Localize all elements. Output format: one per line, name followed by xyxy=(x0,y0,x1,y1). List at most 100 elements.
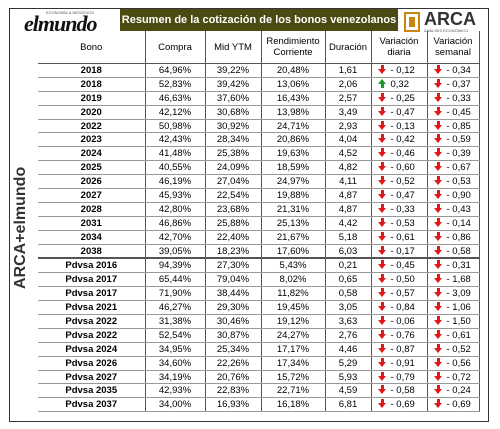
rendimiento-cell: 20,86% xyxy=(261,132,326,148)
arrow-down-icon xyxy=(433,176,443,186)
var-diaria-cell: - 0,91 xyxy=(371,356,428,371)
compra-cell: 31,38% xyxy=(145,314,206,329)
var-diaria-cell: - 0,50 xyxy=(371,272,428,288)
var-semanal-value: - 0,24 xyxy=(446,385,471,397)
column-header-rendimiento: Rendimiento Corriente xyxy=(261,31,326,64)
table-row: 2020 42,12% 30,68% 13,98% 3,49 - 0,47 - 0,45 xyxy=(38,105,480,120)
duracion-cell: 0,65 xyxy=(325,272,372,288)
rendimiento-cell: 16,43% xyxy=(261,91,326,106)
var-semanal-cell: - 3,09 xyxy=(427,286,480,302)
var-semanal-cell: - 0,33 xyxy=(427,91,480,106)
rendimiento-cell: 22,71% xyxy=(261,383,326,399)
mid-ytm-cell: 37,60% xyxy=(205,91,262,106)
var-diaria-cell: - 0,42 xyxy=(371,132,428,148)
bono-cell: Pdvsa 2021 xyxy=(38,300,146,316)
arrow-down-icon xyxy=(433,357,443,367)
rendimiento-cell: 18,59% xyxy=(261,160,326,176)
var-diaria-value: - 0,84 xyxy=(390,302,415,314)
compra-cell: 46,27% xyxy=(145,300,206,316)
compra-cell: 94,39% xyxy=(145,257,206,274)
var-diaria-cell: - 0,79 xyxy=(371,370,428,385)
var-diaria-cell: - 0,47 xyxy=(371,188,428,203)
compra-cell: 46,86% xyxy=(145,216,206,231)
arrow-down-icon xyxy=(433,162,443,172)
bono-cell: 2031 xyxy=(38,216,146,231)
var-semanal-cell: - 0,58 xyxy=(427,244,480,259)
table-row: 2034 42,70% 22,40% 21,67% 5,18 - 0,61 - 0,86 xyxy=(38,230,480,245)
var-semanal-cell: - 0,69 xyxy=(427,397,480,413)
arrow-down-icon xyxy=(377,357,387,367)
var-diaria-value: - 0,61 xyxy=(390,231,415,243)
bono-cell: Pdvsa 2017 xyxy=(38,272,146,288)
var-semanal-value: - 0,59 xyxy=(446,134,471,146)
var-diaria-cell: - 0,47 xyxy=(371,105,428,120)
page-title: Resumen de la cotización de los bonos ve… xyxy=(120,9,398,31)
mid-ytm-cell: 27,04% xyxy=(205,174,262,190)
var-semanal-cell: - 0,24 xyxy=(427,383,480,399)
mid-ytm-cell: 30,68% xyxy=(205,105,262,120)
mid-ytm-cell: 24,09% xyxy=(205,160,262,176)
mid-ytm-cell: 28,34% xyxy=(205,132,262,148)
arrow-down-icon xyxy=(433,302,443,312)
var-semanal-value: - 0,69 xyxy=(446,399,471,411)
var-diaria-cell: - 0,76 xyxy=(371,328,428,343)
arrow-down-icon xyxy=(377,343,387,353)
mid-ytm-cell: 25,34% xyxy=(205,342,262,357)
duracion-cell: 4,59 xyxy=(325,383,372,399)
var-diaria-cell: - 0,17 xyxy=(371,244,428,259)
arrow-down-icon xyxy=(377,371,387,381)
var-diaria-cell: - 0,61 xyxy=(371,230,428,245)
compra-cell: 34,95% xyxy=(145,342,206,357)
table-row: 2031 46,86% 25,88% 25,13% 4,42 - 0,53 - 0,14 xyxy=(38,216,480,231)
compra-cell: 42,43% xyxy=(145,132,206,148)
arrow-down-icon xyxy=(433,288,443,298)
mid-ytm-cell: 22,54% xyxy=(205,188,262,203)
arrow-down-icon xyxy=(377,176,387,186)
mid-ytm-cell: 16,93% xyxy=(205,397,262,413)
side-watermark-text: ARCA+elmundo xyxy=(12,166,29,289)
var-diaria-value: - 0,53 xyxy=(390,217,415,229)
bono-cell: Pdvsa 2022 xyxy=(38,328,146,343)
var-diaria-cell: - 0,53 xyxy=(371,216,428,231)
var-semanal-value: - 0,58 xyxy=(446,245,471,257)
arrow-down-icon xyxy=(433,329,443,339)
var-diaria-value: - 0,46 xyxy=(390,148,415,160)
bono-cell: 2025 xyxy=(38,160,146,176)
var-semanal-cell: - 0,90 xyxy=(427,188,480,203)
var-diaria-value: - 0,47 xyxy=(390,106,415,118)
var-semanal-value: - 0,85 xyxy=(446,120,471,132)
var-semanal-value: - 0,33 xyxy=(446,92,471,104)
bond-table: Bono Compra Mid YTM Rendimiento Corrient… xyxy=(38,31,480,413)
elmundo-logo-tagline: ECONOMÍA & NEGOCIOS xyxy=(46,10,95,15)
duracion-cell: 6,81 xyxy=(325,397,372,413)
table-row: Pdvsa 2037 34,00% 16,93% 16,18% 6,81 - 0,69 - … xyxy=(38,397,480,413)
duracion-cell: 2,76 xyxy=(325,328,372,343)
arrow-down-icon xyxy=(433,92,443,102)
arrow-down-icon xyxy=(433,189,443,199)
var-diaria-value: - 0,87 xyxy=(390,343,415,355)
rendimiento-cell: 21,31% xyxy=(261,202,326,217)
arrow-down-icon xyxy=(377,92,387,102)
var-diaria-cell: - 0,33 xyxy=(371,202,428,217)
rendimiento-cell: 16,18% xyxy=(261,397,326,413)
var-diaria-cell: - 0,69 xyxy=(371,397,428,413)
duracion-cell: 2,57 xyxy=(325,91,372,106)
table-row: 2026 46,19% 27,04% 24,97% 4,11 - 0,52 - 0,53 xyxy=(38,174,480,190)
var-diaria-cell: - 0,46 xyxy=(371,146,428,162)
var-semanal-value: - 1,06 xyxy=(446,302,471,314)
var-diaria-cell: - 0,13 xyxy=(371,119,428,134)
var-semanal-cell: - 0,56 xyxy=(427,356,480,371)
var-semanal-cell: - 0,34 xyxy=(427,63,480,78)
table-row: 2018 64,96% 39,22% 20,48% 1,61 - 0,12 - 0,34 xyxy=(38,63,480,78)
bono-cell: 2038 xyxy=(38,244,146,259)
var-diaria-value: - 0,69 xyxy=(390,399,415,411)
table-row: Pdvsa 2024 34,95% 25,34% 17,17% 4,46 - 0,87 - … xyxy=(38,342,480,357)
var-diaria-cell: - 0,12 xyxy=(371,63,428,78)
duracion-cell: 4,52 xyxy=(325,146,372,162)
bono-cell: Pdvsa 2022 xyxy=(38,314,146,329)
duracion-cell: 5,29 xyxy=(325,356,372,371)
var-diaria-value: - 0,91 xyxy=(390,357,415,369)
duracion-cell: 4,11 xyxy=(325,174,372,190)
duracion-cell: 5,93 xyxy=(325,370,372,385)
compra-cell: 64,96% xyxy=(145,63,206,78)
